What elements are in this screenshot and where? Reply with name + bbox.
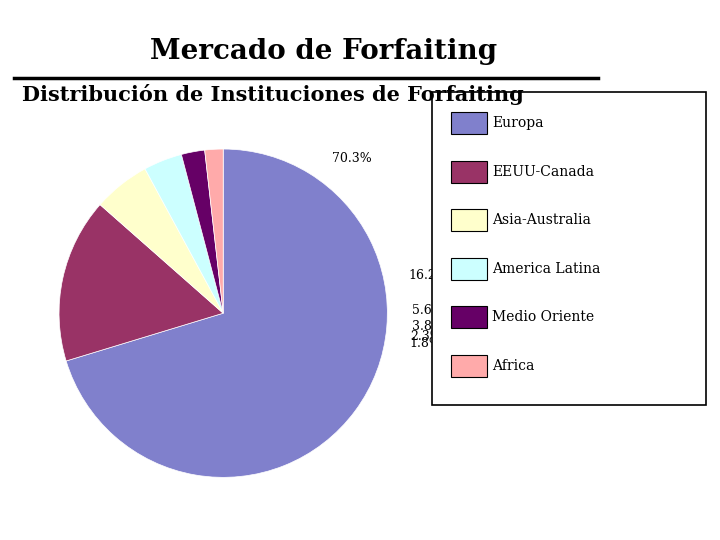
Text: 1.8%: 1.8% — [410, 336, 441, 349]
Text: Africa: Africa — [492, 359, 534, 373]
Wedge shape — [100, 169, 223, 313]
Text: 2.3%: 2.3% — [410, 330, 442, 343]
Text: America Latina: America Latina — [492, 262, 600, 276]
Text: 16.2%: 16.2% — [408, 269, 448, 282]
Text: Europa: Europa — [492, 116, 544, 130]
Text: EEUU-Canada: EEUU-Canada — [492, 165, 594, 179]
Text: 5.6%: 5.6% — [412, 305, 444, 318]
Text: 3.8%: 3.8% — [412, 320, 444, 333]
Text: Mercado de Forfaiting: Mercado de Forfaiting — [150, 38, 498, 65]
Text: Distribución de Instituciones de Forfaiting: Distribución de Instituciones de Forfait… — [22, 84, 523, 105]
Wedge shape — [59, 205, 223, 361]
Bar — [451, 306, 487, 328]
Text: Medio Oriente: Medio Oriente — [492, 310, 594, 325]
Wedge shape — [204, 149, 223, 313]
Bar — [451, 355, 487, 377]
Bar — [451, 112, 487, 134]
Wedge shape — [181, 150, 223, 313]
Bar — [451, 258, 487, 280]
Text: 70.3%: 70.3% — [332, 152, 372, 165]
Bar — [451, 209, 487, 231]
Text: Asia-Australia: Asia-Australia — [492, 213, 591, 227]
Bar — [451, 161, 487, 183]
Wedge shape — [145, 154, 223, 313]
FancyBboxPatch shape — [432, 92, 706, 405]
Wedge shape — [66, 149, 387, 477]
